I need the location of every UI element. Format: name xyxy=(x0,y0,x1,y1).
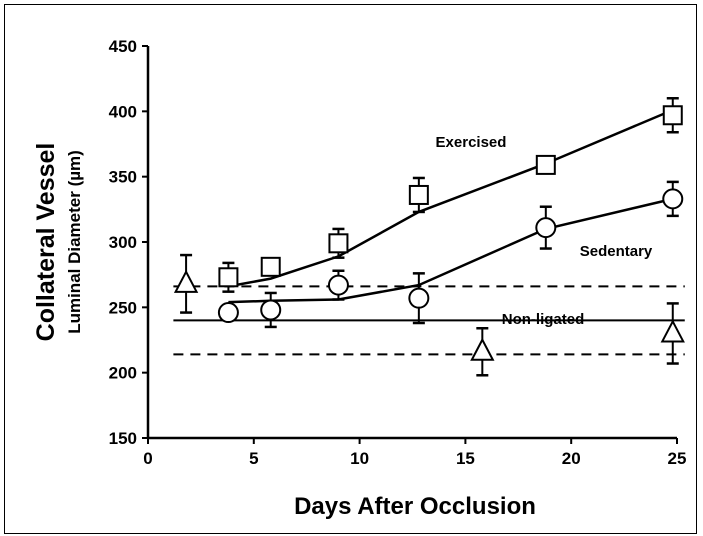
fit-lines xyxy=(228,108,674,304)
fit-line-square xyxy=(228,108,674,288)
marker-square xyxy=(218,267,239,288)
x-ticks: 0 5 10 15 20 25 xyxy=(143,438,686,468)
y-tick-label: 300 xyxy=(109,233,137,252)
marker-square xyxy=(260,256,281,277)
x-axis-title: Days After Occlusion xyxy=(294,493,536,520)
y-axis-title-line1: Collateral Vessel xyxy=(32,143,60,342)
marker-circle xyxy=(217,302,239,324)
marker-triangle xyxy=(470,337,495,361)
y-tick-label: 250 xyxy=(109,298,137,317)
x-tick-label: 0 xyxy=(143,449,152,468)
axes xyxy=(146,46,677,440)
marker-triangle xyxy=(173,269,199,293)
x-tick-label: 10 xyxy=(350,449,369,468)
y-tick-label: 450 xyxy=(109,37,137,56)
y-tick-label: 400 xyxy=(109,102,137,121)
marker-square xyxy=(535,154,556,175)
series-label-exercised: Exercised xyxy=(436,134,507,151)
y-tick-label: 350 xyxy=(109,168,137,187)
y-tick-label: 150 xyxy=(109,429,137,448)
x-tick-label: 25 xyxy=(668,449,687,468)
figure-frame xyxy=(4,4,697,534)
marker-square xyxy=(408,184,429,205)
series-label-non-ligated: Non-ligated xyxy=(502,311,585,328)
y-tick-label: 200 xyxy=(109,364,137,383)
series-label-sedentary: Sedentary xyxy=(580,243,653,260)
marker-circle xyxy=(260,299,282,321)
y-ticks: 150 200 250 300 350 400 450 xyxy=(109,37,148,448)
marker-triangle xyxy=(660,319,685,343)
marker-circle xyxy=(408,287,430,309)
reference-lines xyxy=(173,285,685,356)
y-axis-title-line2: Luminal Diameter (µm) xyxy=(65,150,84,334)
marker-square xyxy=(328,233,349,254)
x-tick-label: 5 xyxy=(249,449,258,468)
data-markers xyxy=(173,105,685,361)
x-tick-label: 15 xyxy=(456,449,475,468)
fit-line-circle xyxy=(228,197,674,304)
marker-circle xyxy=(535,217,557,239)
marker-circle xyxy=(662,188,684,210)
x-tick-label: 20 xyxy=(562,449,581,468)
marker-square xyxy=(662,105,683,126)
marker-circle xyxy=(327,274,349,296)
